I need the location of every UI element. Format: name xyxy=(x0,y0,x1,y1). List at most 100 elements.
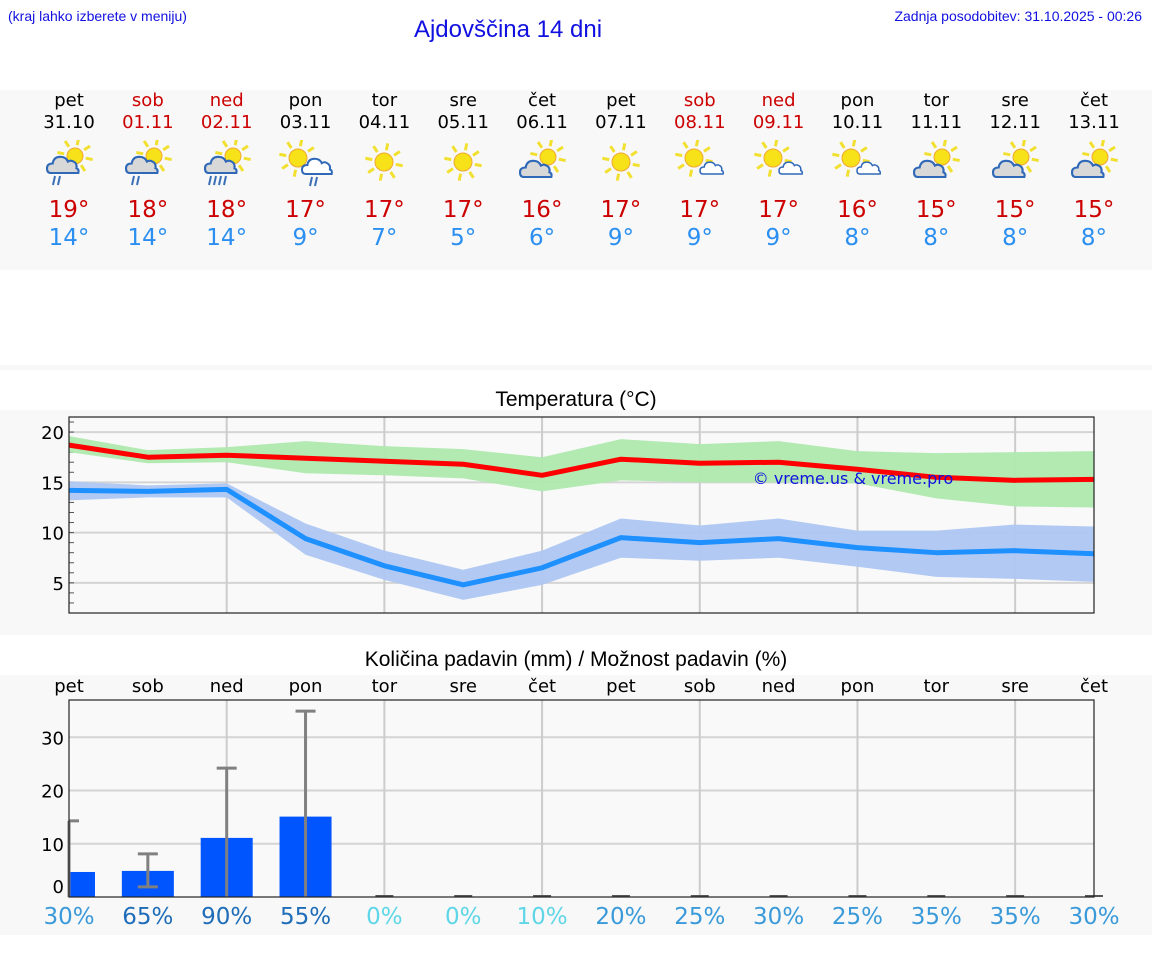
temp-min: 5° xyxy=(450,225,477,251)
precip-day-label: pon xyxy=(840,676,875,697)
temp-max: 15° xyxy=(915,197,957,223)
day-name: sob xyxy=(683,90,716,111)
precip-probability: 30% xyxy=(1068,904,1120,930)
sun-light-cloud-rain-icon xyxy=(278,140,333,187)
precip-day-label: sre xyxy=(449,676,477,697)
svg-text:10: 10 xyxy=(41,524,64,545)
day-name: pon xyxy=(840,90,875,111)
precip-probability: 30% xyxy=(43,904,95,930)
temp-min: 8° xyxy=(1002,225,1029,251)
precip-probability: 55% xyxy=(279,904,332,930)
day-date: 07.11 xyxy=(595,112,647,133)
precip-probability: 25% xyxy=(831,904,884,930)
precip-day-label: tor xyxy=(923,676,950,697)
temp-min: 14° xyxy=(48,225,90,251)
last-update: Zadnja posodobitev: 31.10.2025 - 00:26 xyxy=(894,8,1142,24)
day-forecast: čet 13.11 15° 8° xyxy=(1054,90,1134,252)
day-date: 04.11 xyxy=(358,112,411,133)
precip-probability: 30% xyxy=(753,904,805,930)
sun-cloud-icon xyxy=(913,140,961,179)
day-date: 02.11 xyxy=(200,112,253,133)
day-name: ned xyxy=(209,90,244,111)
sun-cloud-rain-icon xyxy=(124,140,172,186)
day-forecast: ned 09.11 17° 9° xyxy=(739,90,819,252)
sun-icon xyxy=(365,143,404,181)
temp-max: 17° xyxy=(600,197,642,223)
temp-min: 9° xyxy=(765,225,792,251)
precip-probability: 25% xyxy=(674,904,726,930)
temp-max: 17° xyxy=(285,197,326,223)
sun-cloud-icon xyxy=(1070,140,1118,179)
temp-max: 15° xyxy=(1073,197,1115,223)
precip-probability: 20% xyxy=(595,904,647,930)
day-date: 01.11 xyxy=(122,112,174,133)
precip-probability: 0% xyxy=(366,904,403,930)
svg-text:30: 30 xyxy=(41,728,64,749)
day-forecast: pet 31.10 19° 14° xyxy=(29,90,109,252)
temp-max: 16° xyxy=(837,197,878,223)
watermark: © vreme.us & vreme.pro xyxy=(753,469,954,488)
day-forecast: pet 07.11 17° 9° xyxy=(581,90,661,252)
temp-min: 8° xyxy=(1080,225,1108,251)
svg-text:5: 5 xyxy=(53,574,64,595)
day-name: čet xyxy=(1079,90,1109,111)
day-forecast: pon 03.11 17° 9° xyxy=(266,90,346,252)
precip-day-label: čet xyxy=(1079,676,1109,697)
temp-min: 14° xyxy=(206,225,248,251)
day-forecast: sob 08.11 17° 9° xyxy=(660,90,740,252)
temp-min: 8° xyxy=(844,225,871,251)
location-menu-hint[interactable]: (kraj lahko izberete v meniju) xyxy=(8,8,187,24)
precip-day-label: sob xyxy=(683,676,716,697)
page-title: Ajdovščina 14 dni xyxy=(413,16,603,43)
precip-probability: 65% xyxy=(122,904,174,930)
svg-text:20: 20 xyxy=(41,782,64,803)
day-date: 09.11 xyxy=(752,112,805,133)
day-name: sob xyxy=(131,90,164,111)
temp-max: 17° xyxy=(442,197,484,223)
precip-day-label: ned xyxy=(761,676,796,697)
temp-min: 7° xyxy=(371,225,398,251)
sun-cloud-rain-icon xyxy=(45,140,93,186)
day-name: ned xyxy=(761,90,796,111)
day-date: 13.11 xyxy=(1068,112,1120,133)
precip-chart-title: Količina padavin (mm) / Možnost padavin … xyxy=(364,648,788,671)
precipitation-chart: 0 10 20 30 xyxy=(41,699,1103,898)
svg-text:10: 10 xyxy=(41,835,64,856)
temp-max: 17° xyxy=(679,197,721,223)
separator xyxy=(0,365,1152,370)
temp-min: 9° xyxy=(607,225,634,251)
day-name: tor xyxy=(371,90,398,111)
sun-cloud-icon xyxy=(519,140,567,179)
sun-cloud-heavy-rain-icon xyxy=(203,140,251,186)
temp-max: 19° xyxy=(48,197,90,223)
day-date: 08.11 xyxy=(674,112,726,133)
day-name: pet xyxy=(54,90,84,111)
precip-probability: 90% xyxy=(201,904,253,930)
svg-text:20: 20 xyxy=(41,423,64,444)
sun-icon xyxy=(444,143,483,181)
day-forecast: pon 10.11 16° 8° xyxy=(817,90,897,252)
svg-text:15: 15 xyxy=(41,473,64,494)
sun-small-cloud-icon xyxy=(832,140,882,177)
sun-cloud-icon xyxy=(992,140,1040,179)
temp-min: 9° xyxy=(686,225,713,251)
temp-min: 8° xyxy=(923,225,950,251)
day-forecast: sre 12.11 15° 8° xyxy=(975,90,1055,252)
day-forecast: sre 05.11 17° 5° xyxy=(423,90,503,252)
temp-min: 14° xyxy=(127,225,169,251)
day-name: čet xyxy=(528,90,557,111)
temp-min: 9° xyxy=(292,225,319,251)
precip-day-label: sre xyxy=(1001,676,1029,697)
precip-day-label: pet xyxy=(54,676,84,697)
day-forecast: čet 06.11 16° 6° xyxy=(502,90,582,252)
day-date: 03.11 xyxy=(279,112,332,133)
day-forecast: sob 01.11 18° 14° xyxy=(108,90,188,252)
precip-probability: 10% xyxy=(516,904,568,930)
precip-day-label: tor xyxy=(371,676,398,697)
day-forecast: tor 04.11 17° 7° xyxy=(344,90,424,252)
sun-small-cloud-icon xyxy=(674,140,724,177)
day-name: sre xyxy=(1001,90,1029,111)
day-date: 31.10 xyxy=(43,112,95,133)
precip-day-label: sob xyxy=(131,676,164,697)
day-date: 12.11 xyxy=(989,112,1041,133)
